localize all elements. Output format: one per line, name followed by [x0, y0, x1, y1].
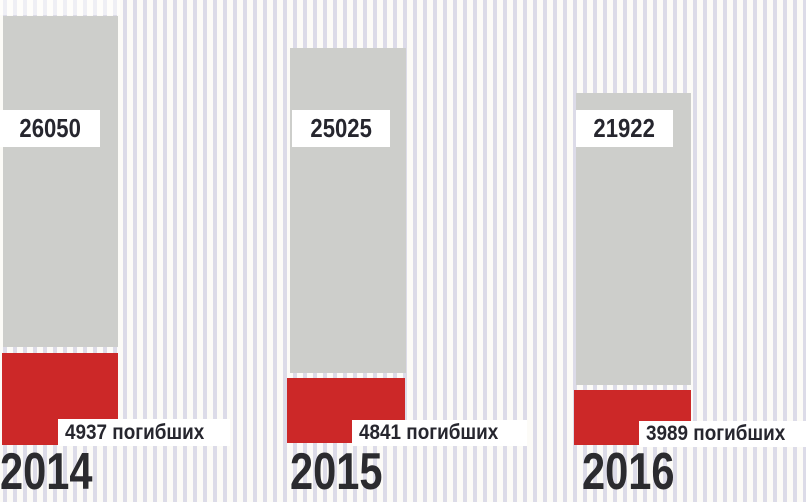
- year-text-2014: 2014: [0, 443, 93, 501]
- deaths-value-text-2015: 4841 погибших: [359, 421, 499, 444]
- year-label-2016: 2016: [582, 446, 698, 498]
- year-text-2015: 2015: [290, 443, 383, 501]
- total-value-label-2014: 26050: [0, 110, 100, 147]
- year-text-2016: 2016: [582, 443, 675, 501]
- top-overlay: [0, 0, 120, 15]
- deaths-value-text-2016: 3989 погибших: [646, 422, 786, 445]
- year-label-2014: 2014: [0, 446, 116, 498]
- total-value-text-2014: 26050: [19, 113, 81, 143]
- deaths-value-label-2016: 3989 погибших: [639, 421, 806, 447]
- deaths-value-label-2014: 4937 погибших: [58, 419, 230, 446]
- total-bar-2015: [290, 48, 406, 373]
- total-bar-2014: [3, 16, 118, 347]
- total-value-text-2016: 21922: [593, 113, 656, 143]
- year-label-2015: 2015: [290, 446, 406, 498]
- deaths-value-text-2014: 4937 погибших: [65, 420, 205, 444]
- total-value-text-2015: 25025: [310, 113, 372, 143]
- deaths-value-label-2015: 4841 погибших: [352, 420, 527, 446]
- total-value-label-2016: 21922: [576, 110, 673, 147]
- total-value-label-2015: 25025: [292, 110, 390, 147]
